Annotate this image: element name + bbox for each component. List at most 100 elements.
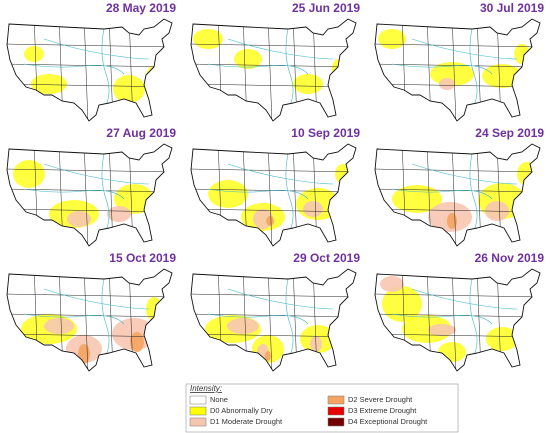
state-line	[451, 269, 457, 371]
river	[23, 313, 125, 325]
rivers	[391, 153, 518, 235]
state-line	[191, 43, 356, 48]
map-panel: 10 Sep 2019	[190, 126, 360, 247]
state-line	[375, 43, 540, 48]
river	[285, 278, 294, 360]
river	[285, 153, 294, 235]
drought-area	[439, 78, 455, 90]
panel-title: 10 Sep 2019	[291, 126, 360, 140]
drought-area	[13, 160, 45, 188]
map-panel: 28 May 2019	[6, 1, 176, 122]
river	[227, 163, 334, 185]
legend-label: D0 Abnormally Dry	[210, 406, 273, 415]
legend-label: D1 Moderate Drought	[210, 417, 283, 426]
rivers	[391, 278, 518, 360]
state-line	[7, 43, 172, 48]
panel-title: 28 May 2019	[106, 1, 176, 15]
panel-title: 24 Sep 2019	[475, 126, 544, 140]
drought-area	[113, 75, 145, 103]
drought-area	[486, 327, 518, 351]
legend-swatch	[189, 417, 207, 427]
rivers	[391, 28, 518, 110]
river	[469, 28, 478, 110]
river	[23, 188, 125, 200]
drought-area	[332, 59, 344, 79]
drought-area	[78, 344, 90, 364]
drought-area	[130, 332, 144, 352]
drought-area	[107, 206, 131, 222]
legend-title: Intensity:	[190, 384, 222, 393]
legend-label: None	[210, 395, 228, 404]
river	[469, 153, 478, 235]
river	[285, 28, 294, 110]
map-panel: 30 Jul 2019	[374, 1, 544, 122]
river	[227, 288, 334, 310]
panels: 28 May 2019 25 Jun 2019 30 Jul 2019 27 Aug …	[6, 1, 545, 372]
map-panel: 29 Oct 2019	[190, 251, 360, 372]
drought-areas	[21, 297, 162, 364]
rivers	[207, 28, 334, 110]
state-line	[375, 293, 540, 298]
state-line	[267, 269, 273, 371]
drought-area	[150, 66, 158, 82]
state-line	[267, 19, 273, 121]
state-line	[7, 168, 172, 173]
drought-area	[428, 324, 456, 336]
state-line	[375, 168, 540, 173]
drought-area	[430, 62, 474, 86]
drought-area	[514, 44, 530, 64]
drought-areas	[13, 160, 154, 228]
river	[101, 278, 110, 360]
rivers	[23, 278, 150, 360]
drought-area	[382, 286, 422, 322]
panel-title: 15 Oct 2019	[109, 251, 176, 265]
state-line	[191, 168, 356, 173]
state-line	[83, 19, 89, 121]
legend-swatch	[327, 417, 345, 427]
panel-title: 26 Nov 2019	[475, 251, 545, 265]
drought-area	[234, 49, 262, 69]
us-fill	[7, 19, 172, 121]
drought-area	[438, 342, 466, 362]
panel-title: 25 Jun 2019	[292, 1, 360, 15]
state-line	[267, 144, 273, 246]
map-panel: 24 Sep 2019	[374, 126, 544, 247]
legend-box	[185, 383, 459, 433]
river	[101, 153, 110, 235]
drought-area	[303, 201, 323, 217]
drought-area	[335, 164, 351, 184]
river	[43, 288, 150, 310]
river	[227, 38, 334, 60]
drought-area	[208, 180, 248, 208]
legend-label: D4 Exceptional Drought	[348, 417, 428, 426]
state-line	[451, 144, 457, 246]
state-line	[451, 19, 457, 121]
river	[23, 63, 125, 75]
rivers	[23, 153, 150, 235]
river	[411, 163, 518, 185]
legend-swatch	[327, 406, 345, 416]
drought-area	[24, 46, 44, 62]
drought-area	[227, 318, 259, 334]
drought-area	[145, 66, 159, 102]
drought-areas	[205, 315, 336, 363]
map-panel: 15 Oct 2019	[6, 251, 176, 372]
drought-area	[482, 64, 522, 88]
drought-area	[67, 211, 91, 227]
drought-areas	[378, 29, 530, 90]
state-line	[83, 144, 89, 246]
river	[43, 163, 150, 185]
map-panel: 27 Aug 2019	[6, 126, 176, 247]
drought-area	[378, 29, 406, 49]
state-line	[7, 293, 172, 298]
river	[207, 313, 309, 325]
legend-label: D2 Severe Drought	[348, 395, 413, 404]
drought-area	[44, 318, 74, 334]
drought-area	[31, 74, 67, 94]
panel-title: 27 Aug 2019	[106, 126, 176, 140]
drought-area	[265, 351, 271, 361]
river	[207, 188, 309, 200]
state-line	[191, 293, 356, 298]
rivers	[23, 28, 150, 110]
